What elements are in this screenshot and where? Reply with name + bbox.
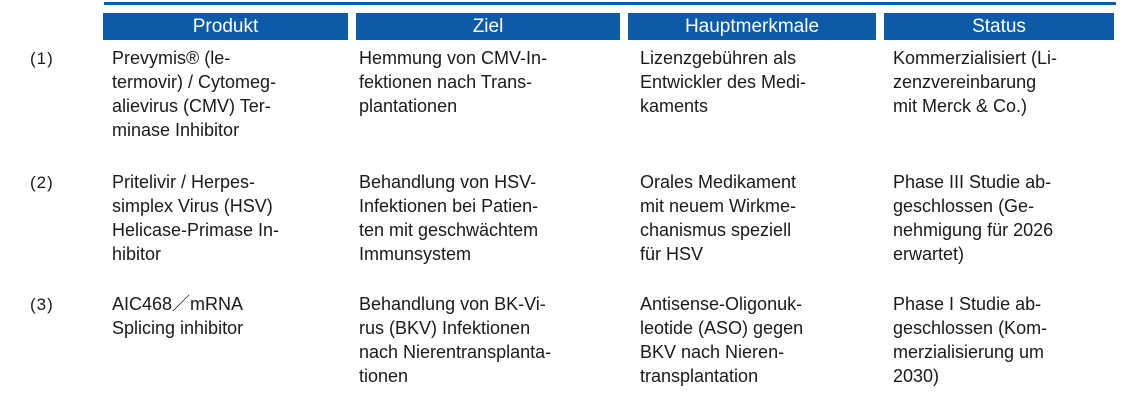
table-top-border [104, 2, 1116, 5]
cell-produkt: Pritelivir / Herpes- simplex Virus (HSV)… [112, 172, 280, 264]
column-header-produkt: Produkt [103, 13, 348, 40]
cell-ziel: Behandlung von BK-Vi- rus (BKV) Infektio… [359, 294, 552, 386]
table-row: (1) Prevymis® (le- termovir) / Cytomeg- … [30, 46, 1136, 142]
column-header-hauptmerkmale: Hauptmerkmale [628, 13, 876, 40]
cell-status: Phase I Studie ab- geschlossen (Kom- mer… [893, 294, 1048, 386]
cell-ziel: Hemmung von CMV-In- fektionen nach Trans… [359, 48, 548, 116]
cell-status: Kommerzialisiert (Li- zenzvereinbarung m… [893, 48, 1058, 116]
column-header-status: Status [884, 13, 1114, 40]
cell-hauptmerkmale: Antisense-Oligonuk- leotide (ASO) gegen … [640, 294, 804, 386]
row-number: (1) [30, 49, 54, 68]
cell-status: Phase III Studie ab- geschlossen (Ge- ne… [893, 172, 1054, 264]
cell-hauptmerkmale: Orales Medikament mit neuem Wirkme- chan… [640, 172, 797, 264]
cell-hauptmerkmale: Lizenzgebühren als Entwickler des Medi- … [640, 48, 807, 116]
column-header-ziel: Ziel [356, 13, 620, 40]
row-number: (3) [30, 295, 54, 314]
table-row: (3) AIC468／mRNA Splicing inhibitor Behan… [30, 292, 1136, 388]
cell-produkt: Prevymis® (le- termovir) / Cytomeg- alie… [112, 48, 277, 140]
table-row: (2) Pritelivir / Herpes- simplex Virus (… [30, 170, 1136, 266]
cell-produkt: AIC468／mRNA Splicing inhibitor [112, 294, 244, 338]
header-spacer [30, 13, 103, 40]
cell-ziel: Behandlung von HSV- Infektionen bei Pati… [359, 172, 539, 264]
row-number: (2) [30, 173, 54, 192]
table-header-row: Produkt Ziel Hauptmerkmale Status [30, 13, 1136, 40]
